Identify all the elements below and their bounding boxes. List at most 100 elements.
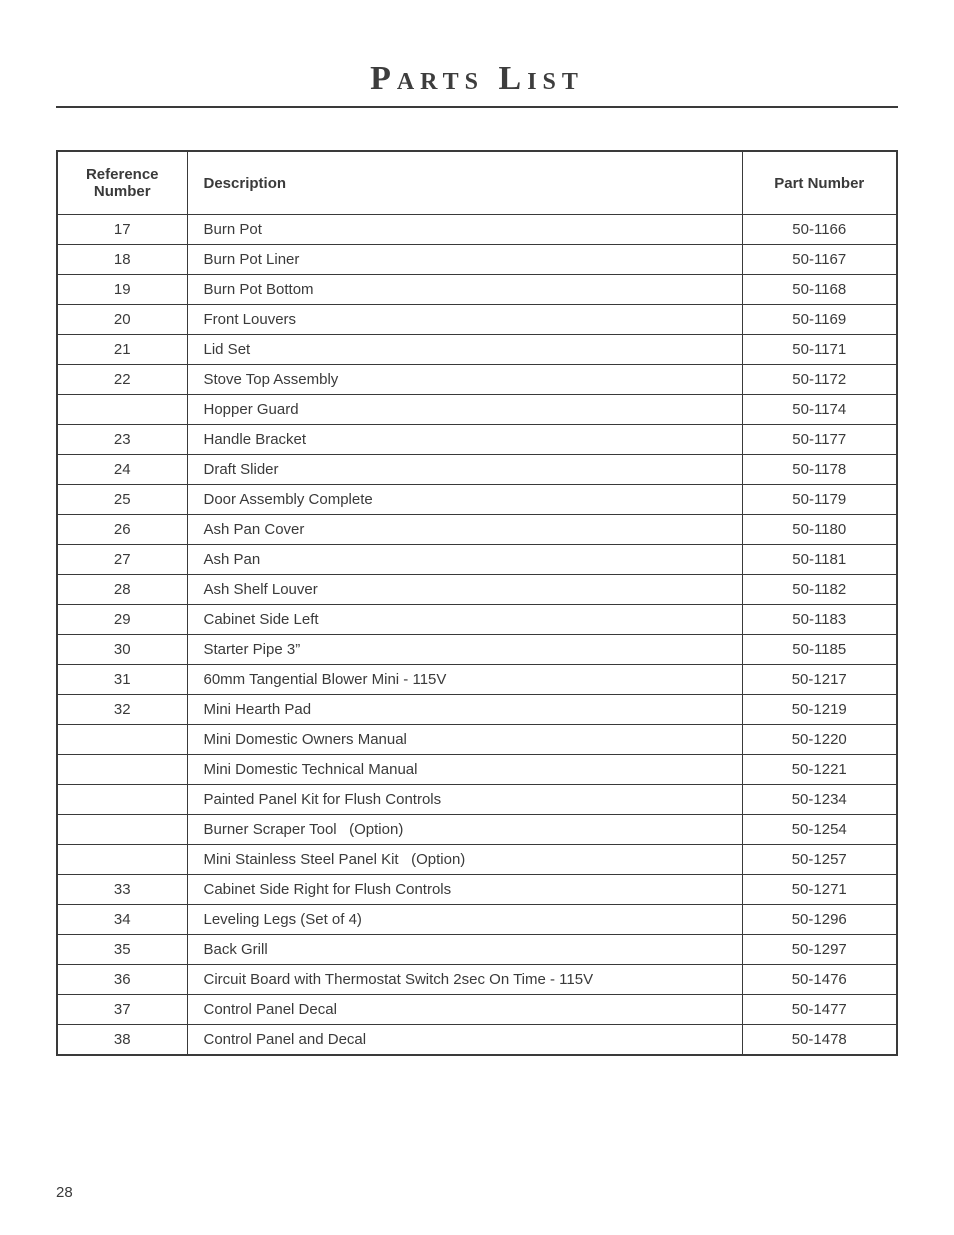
cell-desc: Mini Stainless Steel Panel Kit (Option) [187, 845, 742, 875]
cell-part: 50-1181 [742, 545, 897, 575]
cell-part: 50-1166 [742, 215, 897, 245]
cell-ref: 17 [57, 215, 187, 245]
cell-ref: 23 [57, 425, 187, 455]
cell-desc: Ash Pan Cover [187, 515, 742, 545]
table-row: 23Handle Bracket50-1177 [57, 425, 897, 455]
cell-ref: 21 [57, 335, 187, 365]
cell-desc: Lid Set [187, 335, 742, 365]
cell-ref: 26 [57, 515, 187, 545]
table-row: Burner Scraper Tool (Option)50-1254 [57, 815, 897, 845]
table-row: 25Door Assembly Complete50-1179 [57, 485, 897, 515]
cell-ref: 35 [57, 935, 187, 965]
table-row: 28Ash Shelf Louver50-1182 [57, 575, 897, 605]
cell-ref: 22 [57, 365, 187, 395]
table-row: Painted Panel Kit for Flush Controls50-1… [57, 785, 897, 815]
cell-ref: 20 [57, 305, 187, 335]
cell-part: 50-1178 [742, 455, 897, 485]
cell-ref: 25 [57, 485, 187, 515]
cell-part: 50-1296 [742, 905, 897, 935]
table-row: 24Draft Slider50-1178 [57, 455, 897, 485]
cell-desc: Mini Domestic Technical Manual [187, 755, 742, 785]
cell-part: 50-1167 [742, 245, 897, 275]
cell-part: 50-1183 [742, 605, 897, 635]
cell-part: 50-1271 [742, 875, 897, 905]
cell-part: 50-1297 [742, 935, 897, 965]
cell-desc: Burner Scraper Tool (Option) [187, 815, 742, 845]
table-row: 18Burn Pot Liner50-1167 [57, 245, 897, 275]
table-row: Mini Stainless Steel Panel Kit (Option)5… [57, 845, 897, 875]
cell-desc: Ash Shelf Louver [187, 575, 742, 605]
cell-ref: 29 [57, 605, 187, 635]
cell-part: 50-1221 [742, 755, 897, 785]
cell-part: 50-1477 [742, 995, 897, 1025]
cell-desc: Painted Panel Kit for Flush Controls [187, 785, 742, 815]
col-header-description: Description [187, 151, 742, 215]
cell-ref [57, 395, 187, 425]
cell-desc: Hopper Guard [187, 395, 742, 425]
parts-table: Reference Number Description Part Number… [56, 150, 898, 1056]
cell-part: 50-1220 [742, 725, 897, 755]
table-row: 27Ash Pan50-1181 [57, 545, 897, 575]
cell-ref: 32 [57, 695, 187, 725]
cell-part: 50-1254 [742, 815, 897, 845]
table-row: Hopper Guard50-1174 [57, 395, 897, 425]
table-header-row: Reference Number Description Part Number [57, 151, 897, 215]
cell-ref: 33 [57, 875, 187, 905]
page-header: Parts List [56, 60, 898, 98]
cell-ref: 28 [57, 575, 187, 605]
cell-part: 50-1257 [742, 845, 897, 875]
cell-desc: Stove Top Assembly [187, 365, 742, 395]
cell-desc: Leveling Legs (Set of 4) [187, 905, 742, 935]
table-row: Mini Domestic Owners Manual50-1220 [57, 725, 897, 755]
cell-part: 50-1476 [742, 965, 897, 995]
table-row: 32Mini Hearth Pad50-1219 [57, 695, 897, 725]
table-row: 22Stove Top Assembly50-1172 [57, 365, 897, 395]
cell-desc: 60mm Tangential Blower Mini - 115V [187, 665, 742, 695]
cell-desc: Circuit Board with Thermostat Switch 2se… [187, 965, 742, 995]
cell-desc: Mini Domestic Owners Manual [187, 725, 742, 755]
cell-desc: Control Panel Decal [187, 995, 742, 1025]
page-number: 28 [56, 1184, 73, 1201]
cell-ref: 36 [57, 965, 187, 995]
cell-desc: Mini Hearth Pad [187, 695, 742, 725]
cell-desc: Burn Pot [187, 215, 742, 245]
cell-ref: 31 [57, 665, 187, 695]
table-row: 21Lid Set50-1171 [57, 335, 897, 365]
table-row: 36Circuit Board with Thermostat Switch 2… [57, 965, 897, 995]
cell-ref: 34 [57, 905, 187, 935]
cell-part: 50-1234 [742, 785, 897, 815]
cell-part: 50-1185 [742, 635, 897, 665]
cell-part: 50-1180 [742, 515, 897, 545]
table-row: 33Cabinet Side Right for Flush Controls5… [57, 875, 897, 905]
cell-ref [57, 755, 187, 785]
cell-part: 50-1182 [742, 575, 897, 605]
cell-desc: Handle Bracket [187, 425, 742, 455]
cell-desc: Starter Pipe 3” [187, 635, 742, 665]
cell-desc: Door Assembly Complete [187, 485, 742, 515]
cell-ref: 38 [57, 1025, 187, 1056]
col-header-reference: Reference Number [57, 151, 187, 215]
cell-ref [57, 785, 187, 815]
cell-desc: Control Panel and Decal [187, 1025, 742, 1056]
cell-desc: Cabinet Side Left [187, 605, 742, 635]
table-row: 30Starter Pipe 3”50-1185 [57, 635, 897, 665]
cell-ref: 18 [57, 245, 187, 275]
cell-part: 50-1169 [742, 305, 897, 335]
title-underline [56, 106, 898, 108]
table-row: 34Leveling Legs (Set of 4)50-1296 [57, 905, 897, 935]
page-title: Parts List [56, 60, 898, 98]
cell-desc: Cabinet Side Right for Flush Controls [187, 875, 742, 905]
table-row: 26Ash Pan Cover50-1180 [57, 515, 897, 545]
cell-ref: 37 [57, 995, 187, 1025]
cell-ref: 19 [57, 275, 187, 305]
table-row: Mini Domestic Technical Manual50-1221 [57, 755, 897, 785]
table-row: 20Front Louvers50-1169 [57, 305, 897, 335]
cell-desc: Draft Slider [187, 455, 742, 485]
cell-part: 50-1174 [742, 395, 897, 425]
table-head: Reference Number Description Part Number [57, 151, 897, 215]
table-row: 35Back Grill50-1297 [57, 935, 897, 965]
table-row: 17Burn Pot50-1166 [57, 215, 897, 245]
cell-ref: 24 [57, 455, 187, 485]
cell-desc: Burn Pot Bottom [187, 275, 742, 305]
cell-part: 50-1219 [742, 695, 897, 725]
